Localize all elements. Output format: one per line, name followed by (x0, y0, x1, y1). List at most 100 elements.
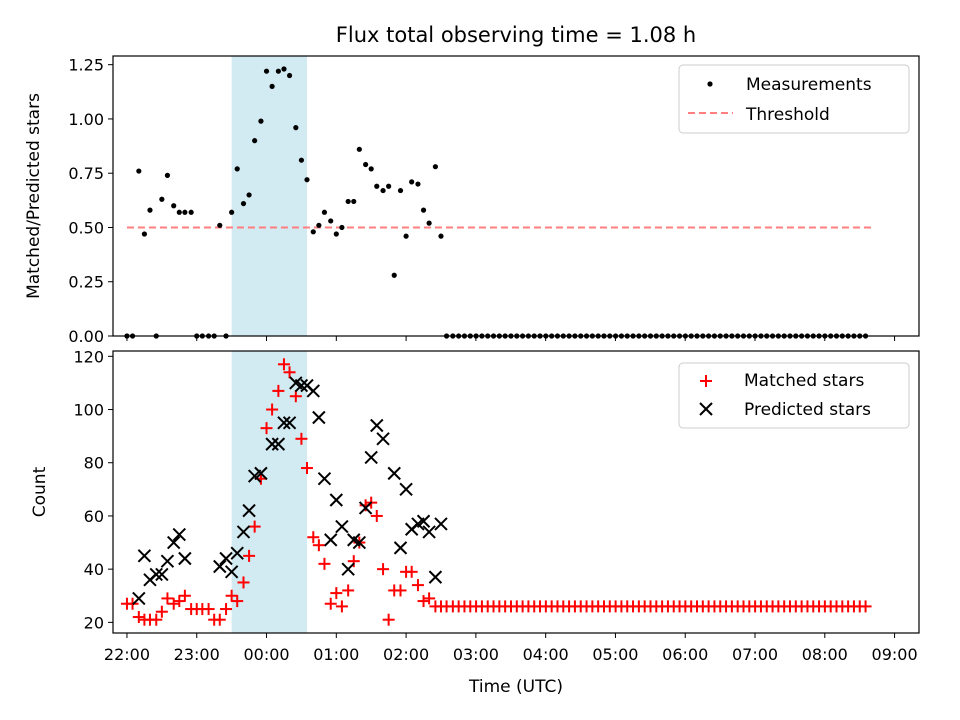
predicted-x-b (370, 418, 384, 433)
predicted-x-b (219, 551, 233, 566)
top-span-rect (231, 56, 307, 336)
top-highlight-span (231, 56, 307, 336)
measurement-point (386, 183, 392, 189)
matched-star-point (231, 595, 244, 608)
x-tick-label: 09:00 (872, 645, 918, 664)
measurement-point (240, 200, 247, 207)
predicted-star-point (137, 549, 152, 563)
matched-star-point (370, 509, 383, 522)
predicted-star-point (376, 432, 390, 446)
x-tick-label: 04:00 (523, 645, 569, 664)
matched-star-point (178, 589, 191, 602)
matched-star-point (266, 403, 279, 416)
matched-star-point (347, 555, 360, 568)
x-tick-label: 07:00 (732, 645, 778, 664)
predicted-star-point (428, 570, 443, 584)
bottom-axes: 20 40 60 80 100 120 22:00 23:00 00:00 01:00 02:00 0… (30, 347, 920, 697)
predicted-x-b (364, 450, 378, 465)
predicted-star-point (294, 378, 309, 393)
measurement-point (171, 203, 177, 209)
predicted-star-point (167, 535, 181, 550)
predicted-star-point (149, 567, 163, 582)
predicted-star-point (277, 416, 291, 430)
predicted-x-b (399, 482, 413, 497)
predicted-x-b (178, 551, 192, 566)
measurement-point (432, 164, 438, 170)
measurement-point (217, 222, 223, 228)
matched-star-point (318, 557, 331, 570)
matched-star-point (300, 462, 313, 475)
measurement-point (229, 209, 235, 215)
x-tick-label: 23:00 (174, 645, 220, 664)
matched-star-point (213, 613, 226, 626)
bottom-y-axis-label: Count (30, 466, 50, 517)
measurement-point (281, 66, 287, 72)
matched-star-point (283, 366, 296, 379)
matched-star-point (423, 592, 436, 605)
measurement-point (164, 172, 171, 178)
predicted-x-b (213, 559, 227, 574)
top-y-tick-label: 0.75 (68, 164, 104, 183)
predicted-star-point (312, 410, 326, 425)
predicted-x-b (271, 437, 286, 451)
predicted-x-b (324, 533, 338, 547)
predicted-x-b (317, 471, 332, 486)
matched-star-point (167, 597, 180, 610)
predicted-x-b (282, 416, 297, 430)
x-tick-label: 22:00 (104, 645, 150, 664)
predicted-star-point (341, 562, 355, 576)
predicted-x-b (155, 567, 169, 582)
matched-star-point (342, 584, 355, 597)
predicted-x-b (428, 570, 443, 584)
top-y-tick-label: 0.25 (68, 273, 104, 292)
matched-star-point (132, 611, 145, 624)
predicted-x-b (242, 503, 256, 518)
predicted-x-b (312, 410, 326, 425)
predicted-star-point (358, 501, 373, 515)
predicted-star-point (224, 565, 239, 579)
x-tick-label: 03:00 (453, 645, 499, 664)
x-tick-label: 02:00 (383, 645, 429, 664)
matched-star-point (377, 563, 390, 576)
top-legend: Measurements Threshold (678, 64, 910, 134)
measurement-point (159, 196, 165, 202)
matched-star-point (150, 613, 163, 626)
top-ticks: 0.00 0.25 0.50 0.75 1.00 1.25 (68, 56, 896, 346)
predicted-x-b (335, 519, 349, 534)
measurement-point (333, 231, 339, 237)
predicted-x-b (347, 533, 361, 547)
top-y-tick-label: 1.00 (68, 110, 104, 129)
bottom-legend-box (678, 362, 910, 429)
measurement-point (391, 272, 397, 278)
measurement-point (438, 233, 444, 239)
matched-star-point (417, 595, 430, 608)
matched-star-point (155, 605, 168, 618)
matched-star-point (382, 613, 395, 626)
predicted-star-point (329, 493, 344, 507)
matched-star-point (859, 600, 872, 613)
measurement-point (141, 231, 148, 237)
chart-title: Flux total observing time = 1.08 h (336, 23, 696, 47)
matched-star-point (248, 520, 261, 533)
predicted-star-point (416, 514, 431, 528)
measurement-point (397, 187, 404, 194)
measurement-point (234, 166, 240, 172)
measurement-point (136, 168, 142, 174)
measurement-point (176, 209, 182, 215)
bottom-y-tick-label: 100 (73, 401, 104, 420)
measurement-point (258, 118, 264, 124)
predicted-star-point (399, 482, 413, 497)
matched-star-point (260, 422, 273, 435)
predicted-x-b (393, 541, 408, 555)
predicted-x-b (224, 565, 239, 579)
measurement-point (263, 68, 270, 74)
predicted-star-point (393, 541, 408, 555)
top-y-axis-label: Matched/Predicted stars (24, 93, 44, 299)
predicted-star-point (172, 527, 187, 542)
predicted-x-b (132, 591, 146, 606)
predicted-star-point (155, 567, 169, 582)
predicted-star-point (271, 437, 286, 451)
predicted-x-b (230, 546, 244, 560)
predicted-star-point (132, 591, 146, 606)
measurement-point (339, 224, 345, 231)
